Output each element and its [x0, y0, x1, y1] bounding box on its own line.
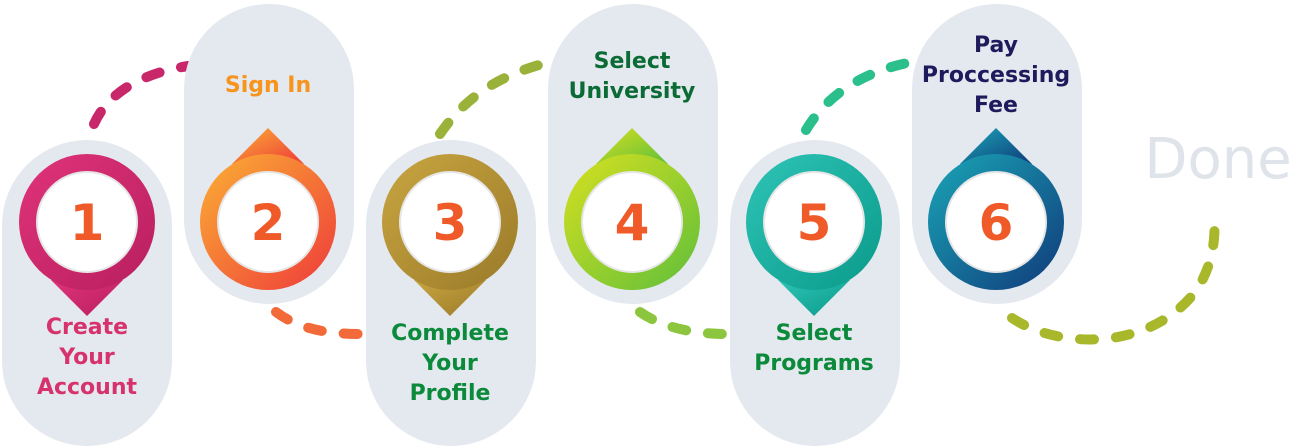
step-1-disc	[36, 171, 138, 273]
step-6-label-line: Proccessing	[922, 63, 1070, 88]
connector-2	[271, 307, 367, 339]
steps-group: 1 Create Your Account 2 Sign In 3 Complete Your P…	[2, 4, 1082, 446]
step-3-label-line: Profile	[410, 381, 491, 406]
connector-5	[801, 57, 917, 135]
step-5-pointer	[778, 280, 850, 316]
connector-4	[635, 307, 731, 339]
step-1-number: 1	[70, 194, 105, 252]
step-3-number: 3	[433, 194, 468, 252]
step-2-number: 2	[251, 194, 286, 252]
step-1: 1 Create Your Account	[2, 140, 172, 446]
step-2-pointer	[232, 128, 304, 164]
step-4-number: 4	[615, 194, 650, 252]
step-5-number: 5	[797, 194, 832, 252]
step-6-label-line: Fee	[974, 93, 1018, 118]
step-4-label-line: Select	[594, 49, 671, 74]
step-6: 6 Pay Proccessing Fee	[912, 4, 1082, 304]
step-6-pointer	[960, 128, 1032, 164]
step-1-pointer	[51, 280, 123, 316]
step-3-label-line: Your	[421, 351, 478, 376]
step-4-disc	[581, 171, 683, 273]
step-4-label-line: University	[569, 79, 696, 104]
step-4-pointer	[596, 128, 668, 164]
step-5-disc	[763, 171, 865, 273]
step-5: 5 Select Programs	[730, 140, 900, 446]
step-5-label-line: Programs	[754, 351, 874, 376]
step-1-label-line: Your	[58, 345, 115, 370]
step-1-label-line: Account	[37, 375, 138, 400]
step-3-label-line: Complete	[391, 321, 509, 346]
step-3-pointer	[414, 280, 486, 316]
step-5-label-line: Select	[776, 321, 853, 346]
step-1-label-line: Create	[46, 315, 128, 340]
step-6-disc	[945, 171, 1047, 273]
connector-3	[435, 57, 555, 139]
step-2: 2 Sign In	[184, 4, 354, 304]
step-3-disc	[399, 171, 501, 273]
step-2-disc	[217, 171, 319, 273]
step-6-number: 6	[979, 194, 1014, 252]
step-3: 3 Complete Your Profile	[366, 140, 536, 446]
done-label: Done	[1144, 127, 1290, 192]
connector-6	[1007, 213, 1220, 345]
connector-paths	[89, 57, 1220, 345]
connector-1	[89, 61, 193, 129]
step-2-label-line: Sign In	[225, 73, 311, 98]
step-6-label-line: Pay	[974, 33, 1018, 58]
step-4: 4 Select University	[548, 4, 718, 304]
